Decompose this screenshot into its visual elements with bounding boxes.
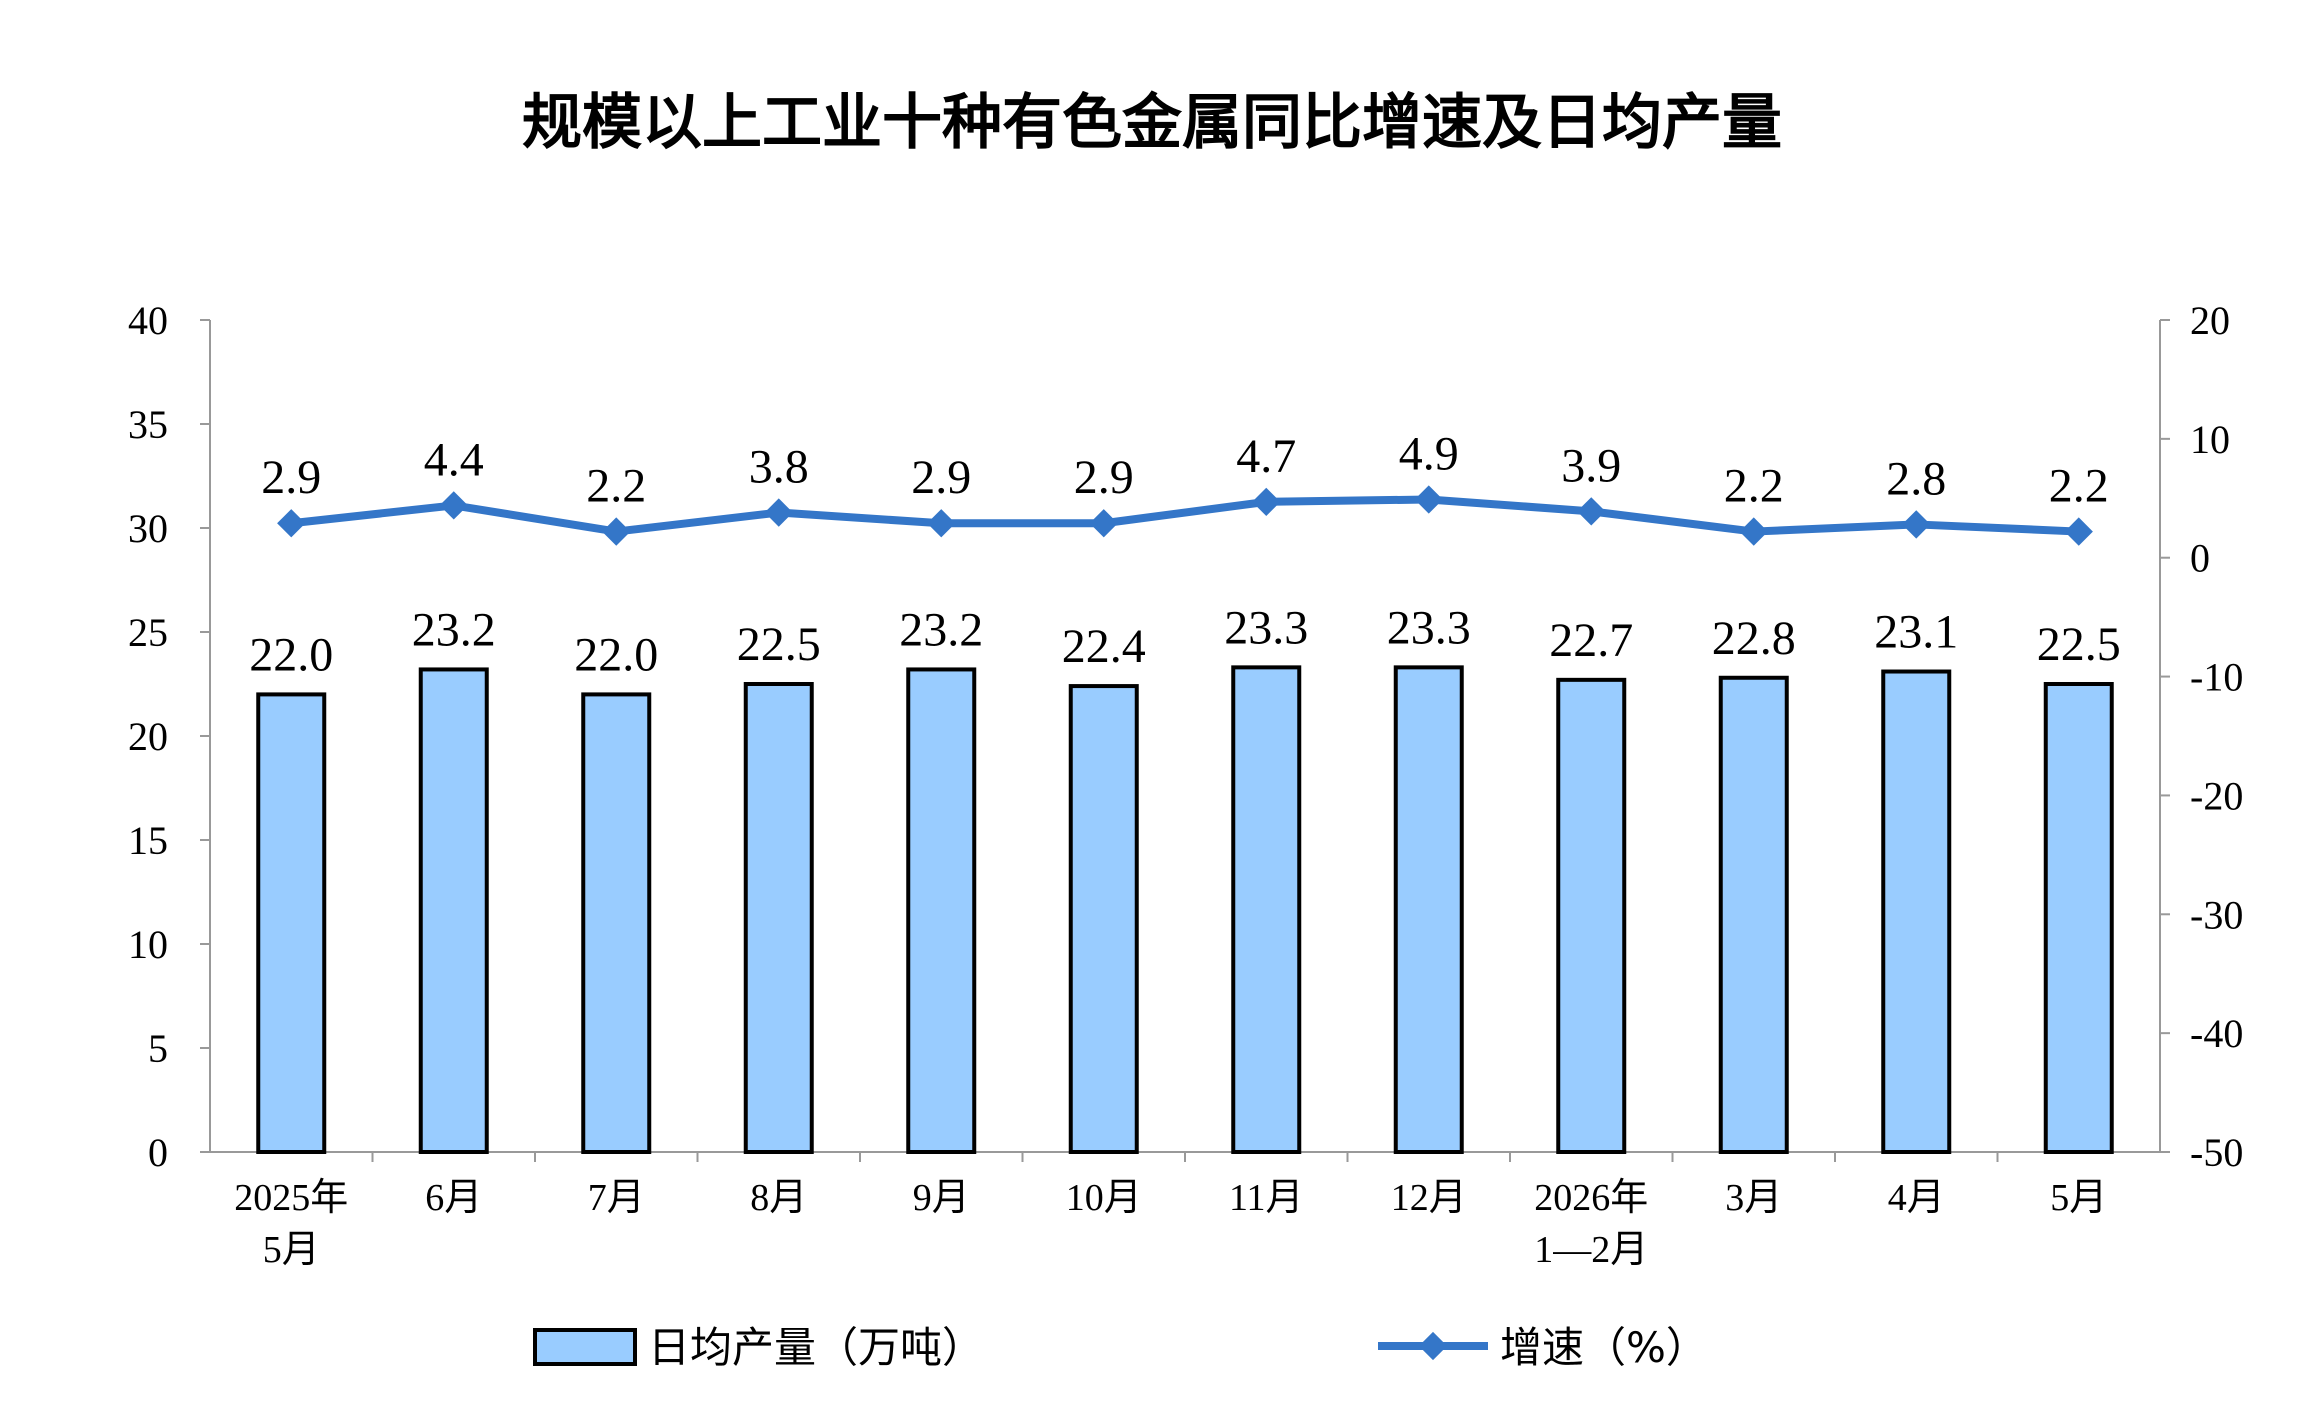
left-tick-label: 15 (128, 818, 168, 863)
right-tick-label: 10 (2190, 417, 2230, 462)
line-marker (2064, 517, 2093, 546)
bar-value-label: 22.0 (249, 628, 333, 681)
line-marker (1902, 510, 1931, 539)
right-tick-label: -30 (2190, 892, 2243, 937)
line-marker (1089, 509, 1118, 538)
legend-bar-label: 日均产量（万吨） (648, 1323, 984, 1372)
line-marker (764, 498, 793, 527)
left-tick-label: 25 (128, 610, 168, 655)
bar-value-label: 22.4 (1062, 620, 1146, 673)
left-tick-label: 0 (148, 1130, 168, 1175)
line-value-label: 3.9 (1561, 439, 1621, 492)
bar-value-label: 23.2 (412, 603, 496, 656)
category-label: 10月 (1066, 1177, 1142, 1219)
line-value-label: 2.8 (1886, 452, 1946, 505)
category-label: 3月 (1725, 1177, 1782, 1219)
chart-title: 规模以上工业十种有色金属同比增速及日均产量 (522, 88, 1782, 158)
category-label: 5月 (263, 1229, 320, 1271)
bar-series (256, 665, 2114, 1155)
category-label: 4月 (1888, 1177, 1945, 1219)
left-tick-label: 30 (128, 506, 168, 551)
category-label: 9月 (913, 1177, 970, 1219)
bar-value-label: 22.5 (2037, 618, 2121, 671)
bar (1881, 669, 1952, 1155)
left-tick-label: 10 (128, 922, 168, 967)
data-labels: 22.0 23.2 22.0 22.5 23.2 22.4 23.3 23.3 22.7 22.8… (249, 427, 2121, 681)
category-label: 8月 (750, 1177, 807, 1219)
axes: 0 5 10 15 20 25 30 35 40 -50 -40 -30 -20 -10 0 10 20 (128, 298, 2243, 1175)
right-tick-label: -50 (2190, 1130, 2243, 1175)
line-marker (1577, 497, 1606, 526)
line-value-label: 4.9 (1399, 427, 1459, 480)
bar-value-label: 22.5 (737, 618, 821, 671)
category-label: 7月 (588, 1177, 645, 1219)
bar (581, 692, 652, 1155)
bar (1556, 677, 1627, 1155)
bar-value-label: 22.8 (1712, 612, 1796, 665)
bar-value-label: 22.7 (1549, 614, 1633, 667)
category-label: 11月 (1229, 1177, 1304, 1219)
line-series (277, 485, 2093, 546)
line-marker (439, 491, 468, 520)
line-marker (1414, 485, 1443, 514)
bar (1393, 665, 1464, 1154)
line-marker (927, 509, 956, 538)
left-tick-label: 20 (128, 714, 168, 759)
legend: 日均产量（万吨） 增速（%） (533, 1323, 1708, 1372)
line-marker (1739, 517, 1768, 546)
bar (743, 682, 814, 1154)
bar (256, 692, 327, 1155)
left-tick-label: 35 (128, 402, 168, 447)
line-value-label: 2.2 (2049, 460, 2109, 513)
bar (1231, 665, 1302, 1154)
bar-value-label: 23.1 (1874, 606, 1958, 659)
category-labels: 2025年 5月 6月 7月 8月 9月 10月 11月 12月 2026年 1—2月 3月 4月 5月 (234, 1177, 2107, 1271)
line-value-label: 2.2 (1724, 460, 1784, 513)
bar-value-label: 23.3 (1224, 601, 1308, 654)
right-tick-label: 20 (2190, 298, 2230, 343)
line-value-label: 2.9 (261, 451, 321, 504)
line-value-label: 2.2 (586, 460, 646, 513)
right-tick-label: 0 (2190, 536, 2210, 581)
bar-value-label: 22.0 (574, 628, 658, 681)
bar-value-label: 23.3 (1387, 601, 1471, 654)
right-tick-label: -20 (2190, 773, 2243, 818)
line-value-label: 4.4 (424, 433, 484, 486)
category-label: 1—2月 (1534, 1229, 1648, 1271)
right-tick-label: -10 (2190, 655, 2243, 700)
growth-line (290, 495, 2079, 536)
line-marker (1252, 487, 1281, 516)
right-tick-label: -40 (2190, 1011, 2243, 1056)
line-marker (602, 517, 631, 546)
left-tick-label: 40 (128, 298, 168, 343)
bar-value-label: 23.2 (899, 603, 983, 656)
category-label: 2025年 (234, 1177, 348, 1219)
legend-line-label: 增速（%） (1500, 1323, 1708, 1372)
category-label: 5月 (2050, 1177, 2107, 1219)
left-tick-label: 5 (148, 1026, 168, 1071)
category-label: 6月 (425, 1177, 482, 1219)
line-value-label: 3.8 (749, 441, 809, 494)
bar (1718, 675, 1789, 1154)
category-label: 12月 (1391, 1177, 1467, 1219)
bar (1068, 684, 1139, 1155)
bar (2043, 682, 2114, 1154)
legend-line-marker (1418, 1331, 1448, 1361)
bar (418, 667, 489, 1154)
line-value-label: 4.7 (1236, 430, 1296, 483)
line-value-label: 2.9 (911, 451, 971, 504)
category-label: 2026年 (1534, 1177, 1648, 1219)
line-value-label: 2.9 (1074, 451, 1134, 504)
line-marker (277, 509, 306, 538)
legend-bar-swatch (533, 1328, 637, 1366)
bar (906, 667, 977, 1154)
